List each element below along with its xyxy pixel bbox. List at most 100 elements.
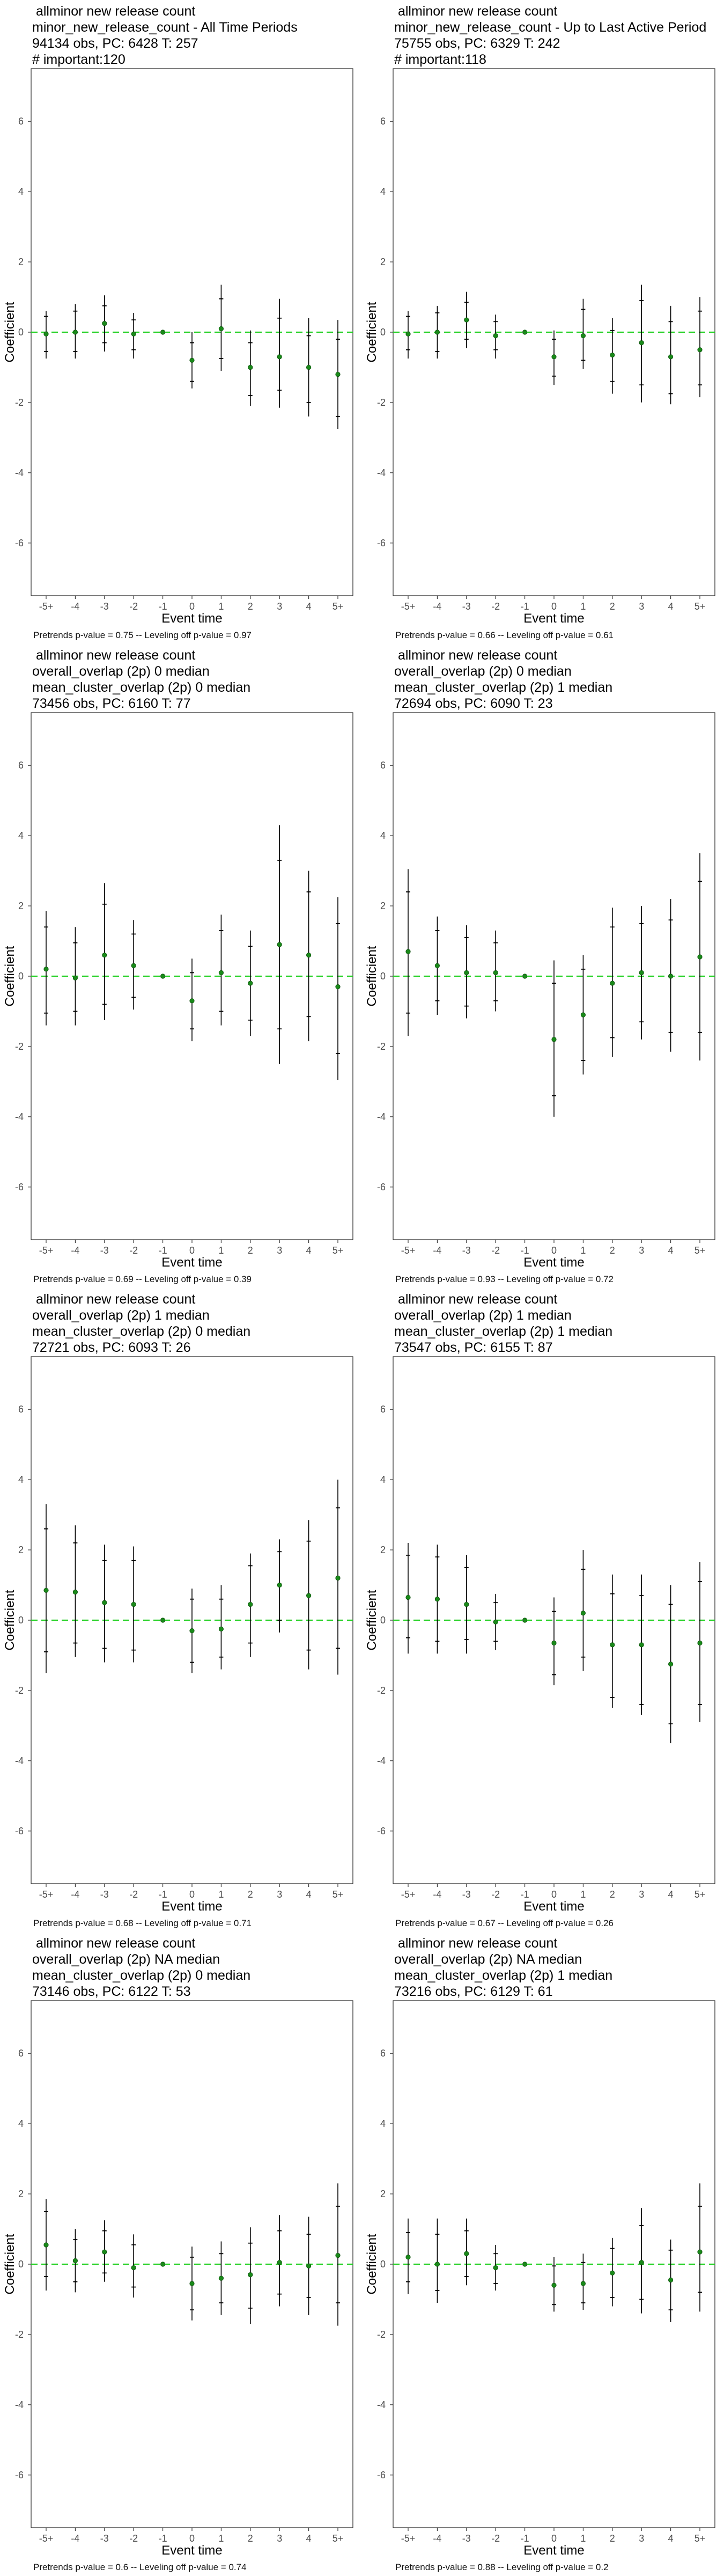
x-tick-label: -5+ [401, 1245, 416, 1256]
coefficient-point [639, 340, 644, 346]
y-axis-label: Coefficient [365, 2234, 379, 2294]
x-tick-label: 3 [277, 2533, 282, 2544]
x-tick-label: 0 [551, 1889, 557, 1900]
coefficient-point [405, 949, 411, 954]
y-axis-label: Coefficient [3, 2234, 17, 2294]
y-tick-label: 0 [380, 1615, 386, 1626]
x-tick-label: -3 [462, 1889, 471, 1900]
x-tick-label: -1 [159, 601, 167, 612]
x-axis-label: Event time [161, 1899, 222, 1914]
coefficient-point-group [277, 1539, 282, 1633]
coefficient-point [306, 364, 312, 370]
coefficient-point [551, 1640, 557, 1646]
y-tick-label: 2 [380, 2189, 386, 2199]
x-axis-label: Event time [523, 1899, 584, 1914]
x-tick-label: -2 [129, 601, 138, 612]
coefficient-point-group [522, 330, 528, 335]
coefficient-point [464, 317, 469, 323]
chart-title-line: overall_overlap (2p) NA median [394, 1952, 582, 1967]
coefficient-point-group [639, 906, 644, 1040]
x-tick-label: -1 [159, 1889, 167, 1900]
chart-panel: allminor new release count overall_overla… [362, 1288, 724, 1932]
y-tick-label: 2 [380, 901, 386, 911]
y-tick-label: -2 [377, 397, 386, 408]
x-tick-label: -1 [521, 1245, 529, 1256]
y-tick-label: -2 [15, 397, 24, 408]
x-axis-label: Event time [523, 611, 584, 626]
chart-panel: allminor new release count minor_new_rele… [362, 0, 724, 644]
y-tick-label: 6 [380, 2048, 386, 2059]
coefficient-point-group [668, 898, 674, 1052]
x-tick-label: 2 [610, 1889, 615, 1900]
coefficient-point [580, 1611, 586, 1616]
coefficient-point [580, 2281, 586, 2286]
x-tick-label: -4 [433, 601, 441, 612]
coefficient-point [697, 347, 703, 353]
x-tick-label: -2 [129, 1889, 138, 1900]
coefficient-point [610, 1642, 615, 1648]
y-tick-label: -6 [377, 1826, 386, 1836]
chart-title-line: overall_overlap (2p) 1 median [394, 1308, 572, 1323]
p-value-footnote: Pretrends p-value = 0.67 -- Leveling off… [395, 1918, 614, 1928]
chart-title-line: # important:118 [394, 52, 486, 67]
x-tick-label: 2 [248, 1889, 253, 1900]
coefficient-point [160, 2262, 166, 2267]
coefficient-point-group [72, 2229, 78, 2293]
coefficient-point [522, 974, 528, 979]
coefficient-point [131, 1601, 136, 1607]
coefficient-point [405, 1594, 411, 1600]
y-tick-label: 6 [380, 760, 386, 771]
coefficient-point-group [668, 305, 674, 405]
coefficient-point [522, 1618, 528, 1623]
coefficient-point-group [464, 925, 469, 1019]
y-tick-label: 4 [18, 2118, 24, 2129]
coefficient-point-group [580, 2253, 586, 2310]
coefficient-point-group [610, 318, 615, 394]
x-tick-label: 4 [306, 2533, 312, 2544]
x-tick-label: 4 [668, 601, 674, 612]
coefficient-point [43, 967, 49, 972]
x-tick-label: -4 [71, 601, 79, 612]
y-tick-label: 4 [18, 186, 24, 197]
y-tick-label: -6 [377, 1182, 386, 1192]
x-tick-label: -5+ [39, 1889, 54, 1900]
chart-title-line: mean_cluster_overlap (2p) 0 median [32, 1968, 251, 1983]
x-tick-label: -3 [462, 2533, 471, 2544]
coefficient-point [277, 942, 282, 947]
coefficient-point-group [160, 974, 166, 979]
x-tick-label: -3 [100, 601, 109, 612]
x-tick-label: -3 [100, 2533, 109, 2544]
coefficient-point [43, 331, 49, 336]
coefficient-point-group [189, 1589, 195, 1673]
coefficient-point [277, 354, 282, 360]
x-tick-label: -4 [433, 1889, 441, 1900]
coefficient-point-group [306, 870, 312, 1042]
coefficient-point-group [697, 853, 703, 1061]
coefficient-point-group [335, 320, 341, 429]
coefficient-point-group [72, 927, 78, 1026]
y-tick-label: -6 [15, 538, 24, 548]
y-tick-label: 4 [380, 2118, 386, 2129]
chart-title: allminor new release count overall_overla… [394, 1291, 612, 1372]
coefficient-point [551, 354, 557, 360]
y-tick-label: -6 [15, 2470, 24, 2480]
coefficient-point-group [189, 2246, 195, 2321]
chart-title-line: 73216 obs, PC: 6129 T: 61 [394, 1984, 553, 1999]
y-tick-label: -2 [15, 1685, 24, 1696]
coefficient-point [43, 1587, 49, 1593]
x-tick-label: 3 [277, 1245, 282, 1256]
y-axis-label: Coefficient [3, 946, 17, 1006]
y-tick-label: 4 [380, 186, 386, 197]
x-tick-label: 2 [610, 2533, 615, 2544]
coefficient-point [610, 980, 615, 986]
y-tick-label: 4 [380, 1474, 386, 1485]
coefficient-point [306, 953, 312, 958]
coefficient-point [43, 2242, 49, 2248]
chart-title-line: allminor new release count [394, 648, 558, 663]
chart-title-line: overall_overlap (2p) 0 median [32, 664, 210, 679]
coefficient-point-group [218, 284, 224, 371]
x-axis-label: Event time [523, 2543, 584, 2558]
x-tick-label: 0 [551, 1245, 557, 1256]
x-tick-label: 5+ [333, 2533, 344, 2544]
coefficient-point-group [464, 1555, 469, 1654]
